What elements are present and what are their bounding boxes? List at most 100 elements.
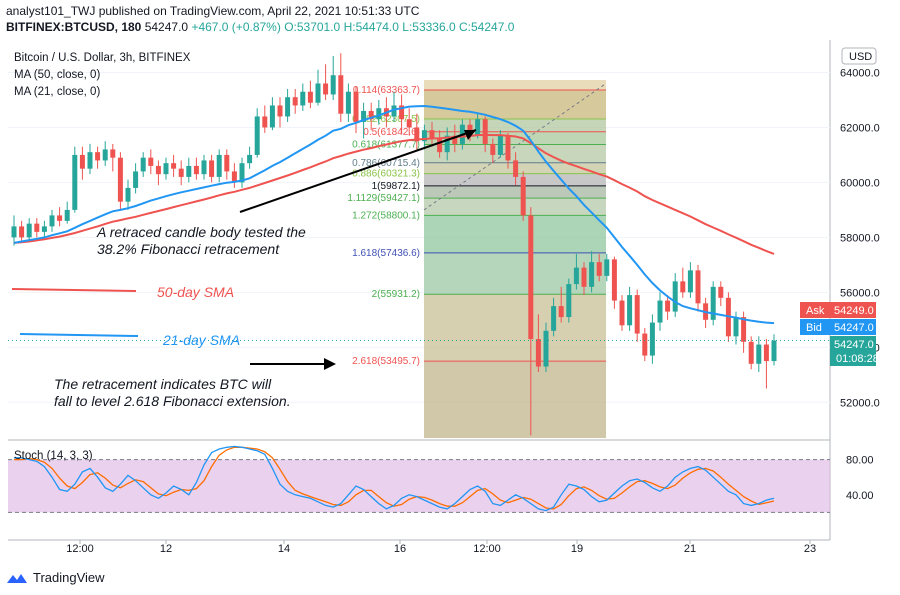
annotation-retrace-2: 38.2% Fibonacci retracement [97,241,280,257]
chart-title: Bitcoin / U.S. Dollar, 3h, BITFINEX [14,52,191,64]
candle-body [49,215,55,227]
x-tick-label: 23 [804,543,816,555]
candle-body [399,105,405,120]
candle-body [573,267,579,285]
price-chart[interactable]: 0.114(63363.7)0.382(62307.5)0.5(61842.6)… [0,38,900,568]
candle-body [535,339,541,367]
candle-body [300,91,306,106]
ask-price: 54249.0 [834,305,874,317]
candle-body [642,333,648,356]
candle-body [604,259,610,276]
candle-body [710,286,716,320]
candle-body [64,209,70,221]
x-tick-label: 12:00 [473,543,501,555]
y-tick-label: 58000.0 [840,232,880,244]
candle-body [41,226,47,232]
candle-body [57,215,63,221]
candle-body [140,157,146,172]
price-change: +467.0 (+0.87%) [191,20,281,34]
ask-label: Ask [806,305,825,317]
candle-body [155,165,161,175]
candle-body [627,295,633,326]
candle-body [224,154,230,172]
candle-body [763,344,769,362]
symbol-line: BITFINEX:BTCUSD, 180 54247.0 +467.0 (+0.… [6,20,514,34]
candle-body [87,152,93,169]
candle-body [756,344,762,364]
stoch-d-line [14,446,775,510]
candle-body [216,154,222,177]
fib-level-label: 0.886(60321.3) [352,169,420,180]
candle-body [490,143,496,155]
candle-body [171,163,177,169]
candle-body [687,270,693,293]
x-tick-label: 14 [278,543,290,555]
candle-body [741,317,747,342]
candle-body [330,75,336,95]
fib-trend-line [423,83,607,211]
candle-body [634,295,640,334]
candle-body [551,306,557,331]
annotation-retrace-1: A retraced candle body tested the [96,224,306,240]
candle-body [695,270,701,304]
y-tick-label: 64000.0 [840,67,880,79]
candle-body [102,149,108,161]
fib-band [424,173,606,186]
candle-body [619,300,625,326]
annotation-sma21: 21-day SMA [162,332,240,348]
fib-level-label: 1.1129(59427.1) [347,193,420,204]
bid-label: Bid [806,322,822,334]
fib-level-label: 2.618(53495.7) [352,356,420,367]
fib-band [424,361,606,438]
candle-body [148,157,154,166]
candle-body [307,91,313,103]
candle-body [513,160,519,177]
candle-body [718,286,724,298]
symbol: BITFINEX:BTCUSD, 180 [6,20,142,34]
fib-band [424,198,606,216]
candle-body [353,91,359,122]
publisher-line: analyst101_TWJ published on TradingView.… [6,4,420,18]
candle-body [558,306,564,318]
fib-level-label: 1.618(57436.6) [352,248,420,259]
candle-body [475,119,481,136]
candle-body [125,187,131,202]
stoch-level-label: 40.00 [846,490,874,502]
candle-body [262,116,268,128]
annotation-extension-2: fall to level 2.618 Fibonacci extension. [54,393,291,409]
candle-body [95,152,101,161]
stoch-k-line [14,445,775,512]
legend-ma21: MA (21, close, 0) [14,86,100,98]
x-tick-label: 12 [160,543,172,555]
candle-body [520,176,526,216]
candle-body [391,105,397,117]
candle-body [209,160,215,177]
stoch-level-label: 80.00 [846,455,874,467]
candle-body [611,259,617,301]
candle-body [19,226,25,238]
candle-body [376,108,382,120]
retrace-arrowhead [464,130,476,140]
candle-body [178,168,184,177]
y-tick-label: 62000.0 [840,122,880,134]
fib-band [424,144,606,163]
x-tick-label: 21 [684,543,696,555]
candle-body [414,127,420,142]
candle-body [345,91,351,114]
bid-price: 54247.0 [834,322,874,334]
candle-body [231,171,237,183]
candle-body [771,340,777,362]
stoch-band [8,459,830,513]
ma21-line [13,104,775,325]
candle-body [589,262,595,287]
currency-badge[interactable] [841,47,877,65]
last-price-tag: 54247.0 01:08:28 [830,336,879,366]
annotation-extension-1: The retracement indicates BTC will [54,376,272,392]
fib-band [424,185,606,199]
candle-body [79,154,85,169]
fib-level-label: 0.114(63363.7) [353,85,420,96]
footer-brand: TradingView [33,570,105,585]
fib-level-label: 1(59872.1) [372,181,420,192]
fib-level-label: 1.272(58800.1) [352,210,420,221]
candle-body [117,157,123,202]
